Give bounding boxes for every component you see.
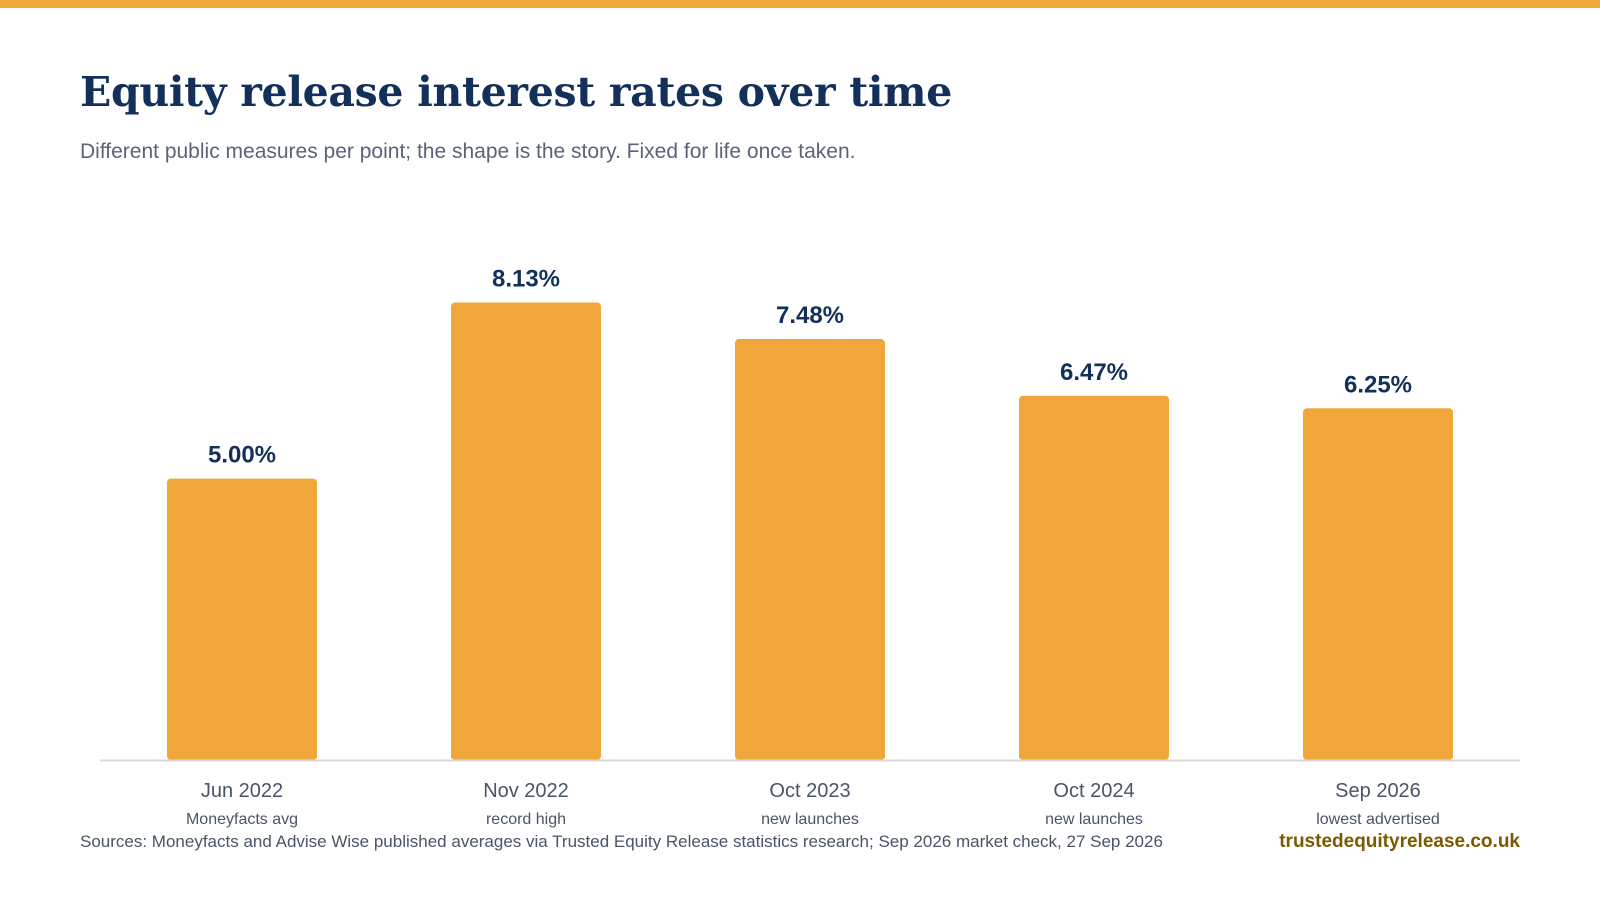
bar-value-label: 5.00% (208, 442, 276, 469)
bar-value-label: 7.48% (776, 302, 844, 329)
chart-subtitle: Different public measures per point; the… (80, 140, 856, 163)
brand-link[interactable]: trustedequityrelease.co.uk (1279, 831, 1520, 852)
category-label: Nov 2022 (483, 780, 569, 802)
category-label: Sep 2026 (1335, 780, 1421, 802)
category-note: new launches (1045, 811, 1143, 828)
top-accent-band (0, 0, 1600, 8)
bar-value-label: 6.47% (1060, 359, 1128, 386)
category-label: Jun 2022 (201, 780, 283, 802)
bar (1019, 395, 1169, 760)
sources-note: Sources: Moneyfacts and Advise Wise publ… (80, 832, 1163, 851)
bar (451, 302, 601, 760)
category-note: new launches (761, 811, 859, 828)
category-label: Oct 2024 (1053, 780, 1134, 802)
bar-value-label: 6.25% (1344, 371, 1412, 398)
chart-title: Equity release interest rates over time (80, 68, 953, 116)
category-note: Moneyfacts avg (186, 811, 298, 828)
bar (1303, 408, 1453, 760)
category-note: lowest advertised (1316, 811, 1440, 828)
bar-value-label: 8.13% (492, 265, 560, 292)
bar (735, 339, 885, 760)
category-note: record high (486, 811, 566, 828)
category-label: Oct 2023 (769, 780, 850, 802)
bar (167, 478, 317, 760)
